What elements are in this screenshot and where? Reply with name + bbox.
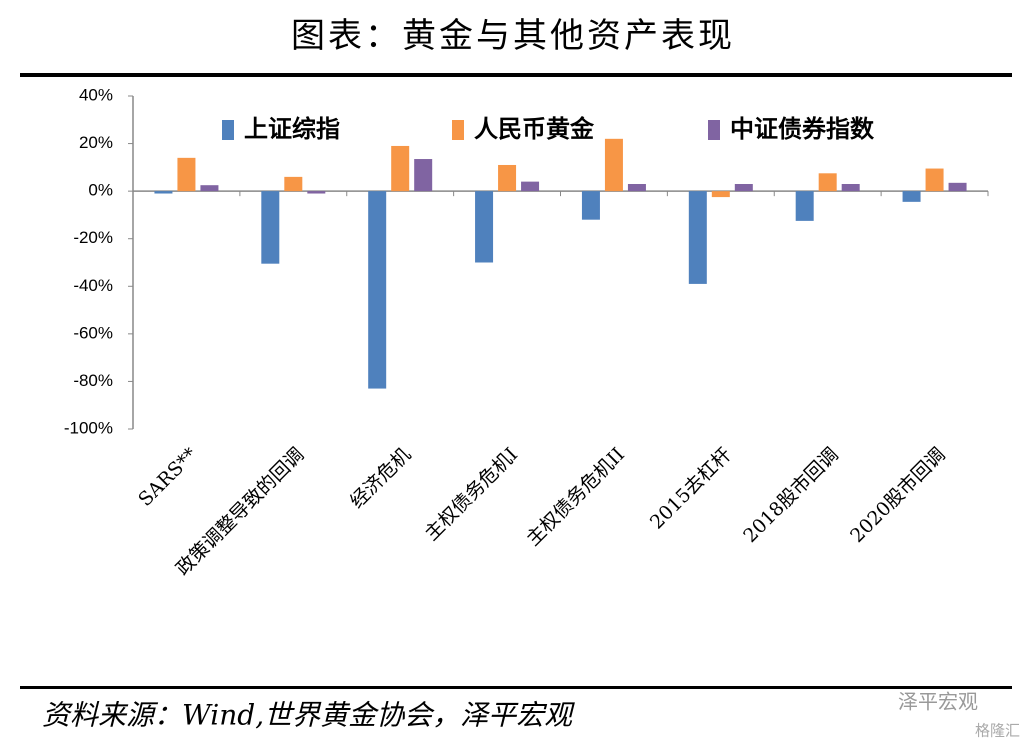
x-tick-label: 主权债务危机I (421, 444, 522, 545)
bar (475, 191, 494, 263)
bar (734, 184, 753, 192)
legend-label: 上证综指 (244, 115, 340, 143)
x-tick-label: SARS** (134, 443, 202, 511)
footer-rule (20, 686, 1012, 689)
y-tick-label: -40% (73, 276, 113, 295)
bar (925, 168, 944, 192)
bar (902, 191, 921, 202)
bar (391, 145, 410, 192)
watermark: 泽平宏观 (898, 690, 978, 714)
x-tick-label: 经济危机 (346, 444, 415, 513)
bar (818, 173, 837, 192)
bar (604, 138, 623, 192)
bar (795, 191, 814, 221)
y-tick-label: 40% (79, 85, 113, 104)
chart-title: 图表：黄金与其他资产表现 (291, 16, 735, 56)
y-tick-label: -60% (73, 323, 113, 342)
bar (368, 191, 387, 389)
title-rule (20, 73, 1012, 77)
bar (521, 181, 540, 192)
x-tick-label: 主权债务危机II (522, 444, 629, 551)
bar (688, 191, 707, 284)
source-note: 资料来源：Wind,世界黄金协会，泽平宏观 (42, 699, 575, 732)
bar (627, 184, 646, 192)
bar (948, 182, 967, 192)
y-tick-label: 0% (88, 181, 113, 200)
y-tick-label: -80% (73, 371, 113, 390)
bar (307, 191, 326, 194)
bar (581, 191, 600, 220)
bar (177, 157, 196, 192)
bar (200, 185, 219, 192)
x-tick-label: 2020股市回调 (846, 444, 949, 547)
legend-label: 中证债券指数 (730, 115, 875, 143)
bar (261, 191, 280, 264)
x-tick-label: 2018股市回调 (739, 444, 842, 547)
bar (154, 191, 173, 194)
legend-swatch (222, 120, 234, 140)
bar (841, 184, 860, 192)
bar (284, 176, 303, 192)
x-tick-label: 2015去杠杆 (646, 444, 736, 534)
legend-swatch (452, 120, 464, 140)
watermark: 格隆汇 (975, 722, 1020, 740)
y-tick-label: -20% (73, 228, 113, 247)
legend-swatch (708, 120, 720, 140)
bar (414, 159, 433, 192)
bar (711, 191, 730, 198)
bar (498, 164, 517, 192)
y-tick-label: 20% (79, 133, 113, 152)
y-tick-label: -100% (64, 418, 113, 437)
legend-label: 人民币黄金 (474, 115, 595, 143)
